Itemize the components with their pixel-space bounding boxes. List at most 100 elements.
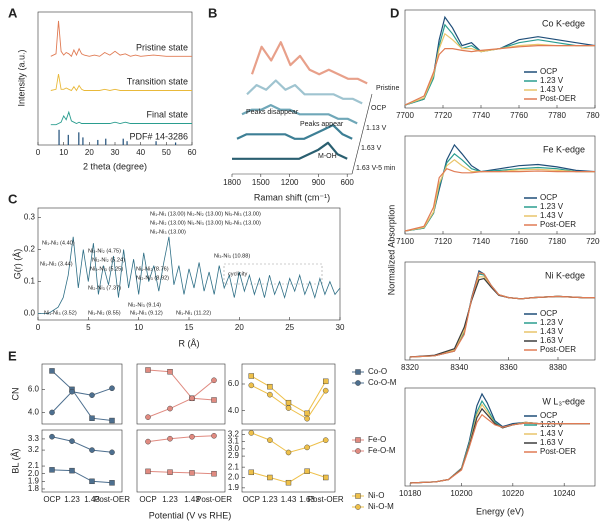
x-tick-label: 1200 xyxy=(281,178,299,187)
spectrum xyxy=(241,104,358,125)
point xyxy=(267,383,273,390)
point xyxy=(248,430,255,436)
series-line xyxy=(404,23,595,106)
annotation: M-OH xyxy=(318,153,337,160)
x-axis-label: Potential (V vs RHE) xyxy=(149,510,232,520)
point xyxy=(167,369,173,375)
x-tick-label: OCP xyxy=(43,495,60,504)
series-line xyxy=(147,379,215,418)
series-label: 1.63 V-5 min xyxy=(356,165,395,172)
annotation: Ni₂-Ni₂ (5.24) xyxy=(92,257,125,263)
series-line xyxy=(410,413,590,484)
point xyxy=(109,449,115,456)
point xyxy=(89,447,95,453)
series-label: Pristine state xyxy=(136,42,188,52)
x-tick-label: 8360 xyxy=(500,363,518,372)
annotation: Peaks appear xyxy=(300,121,344,128)
legend-label: 1.23 V xyxy=(540,202,564,211)
x-tick-label: 7720 xyxy=(434,111,452,120)
point xyxy=(285,399,292,406)
point xyxy=(248,382,255,389)
annotation: Ni₁-Ni₂ (13.00) Ni₁-Ni₃ (13.00) Ni₂-Ni₃ … xyxy=(150,220,261,226)
y-tick-label: 3.2 xyxy=(228,429,240,438)
plot-frame xyxy=(404,387,596,487)
legend-label: OCP xyxy=(540,193,557,202)
x-tick-label: 7800 xyxy=(586,111,600,120)
point xyxy=(322,387,329,394)
point xyxy=(355,493,361,499)
panel-label: C xyxy=(8,191,18,206)
point xyxy=(69,467,75,474)
series-line xyxy=(404,15,596,106)
point xyxy=(355,380,361,386)
point xyxy=(248,469,255,476)
x-tick-label: 900 xyxy=(312,178,326,187)
legend-label: OCP xyxy=(540,309,557,318)
x-tick-label: 600 xyxy=(341,178,355,187)
series-line xyxy=(251,432,326,454)
series-line xyxy=(50,110,192,126)
y-tick-label: 6.0 xyxy=(228,379,240,388)
point xyxy=(355,437,361,443)
point xyxy=(304,415,310,422)
series-line xyxy=(147,470,215,475)
x-tick-label: Post-OER xyxy=(94,495,130,504)
annotation: Ni₁-Ni₃ (3.52) xyxy=(44,310,77,316)
legend-label: 1.43 V xyxy=(540,85,564,94)
x-tick-label: OCP xyxy=(243,495,260,504)
series-line xyxy=(409,269,595,358)
point xyxy=(322,437,329,443)
annotation: Peaks disappear xyxy=(246,109,299,116)
x-tick-label: 1.23 xyxy=(64,495,80,504)
annotation: Ni₃-Ni₃ (10.88) xyxy=(214,253,250,259)
point xyxy=(145,438,151,445)
subplot-title: W L₃-edge xyxy=(542,396,585,406)
legend-label: Post-OER xyxy=(540,94,576,103)
plot-frame xyxy=(41,363,123,425)
legend-label: Ni-O xyxy=(368,491,384,500)
point xyxy=(167,405,173,412)
annotation: Ni₁-Ni₃ (9.12) xyxy=(130,310,163,316)
series-label: 1.63 V xyxy=(361,145,382,152)
point xyxy=(89,415,95,421)
point xyxy=(355,448,361,454)
point xyxy=(267,391,273,398)
series-line xyxy=(38,236,341,314)
point xyxy=(69,388,75,395)
x-tick-label: 10 xyxy=(59,148,68,157)
point xyxy=(285,405,292,411)
x-tick-label: 5 xyxy=(86,323,91,332)
legend-label: 1.43 V xyxy=(540,211,564,220)
point xyxy=(355,504,361,510)
point xyxy=(304,410,310,417)
point xyxy=(211,432,217,439)
legend-label: OCP xyxy=(540,67,557,76)
legend-label: 1.23 V xyxy=(540,420,564,429)
annotation: Ni₁-Ni₂ (4.40) xyxy=(42,240,75,246)
x-tick-label: 7120 xyxy=(434,237,452,246)
legend-label: Post-OER xyxy=(540,345,576,354)
x-tick-label: 20 xyxy=(85,148,94,157)
panel-label: E xyxy=(8,348,17,363)
y-tick-label: 2.0 xyxy=(28,469,40,478)
plot-frame xyxy=(136,429,226,493)
x-tick-label: Post-OER xyxy=(308,495,344,504)
series-line xyxy=(404,159,595,232)
x-tick-label: 1.23 xyxy=(262,495,278,504)
point xyxy=(267,474,273,481)
annotation: Ni₂-Ni₂ (4.75) xyxy=(88,248,121,254)
annotation: Ni₁-Ni₁ (13.00) Ni₂-Ni₂ (13.00) Ni₃-Ni₃ … xyxy=(150,211,261,217)
y-axis-label: BL (Å) xyxy=(10,448,20,473)
legend-label: Fe-O-M xyxy=(368,446,396,455)
y-tick-label: 2.1 xyxy=(28,461,40,470)
x-tick-label: 10200 xyxy=(450,489,473,498)
subplot-title: Ni K-edge xyxy=(545,270,585,280)
point xyxy=(167,435,173,442)
x-tick-label: 60 xyxy=(188,148,197,157)
x-tick-label: 1800 xyxy=(223,178,241,187)
annotation: Ni₂-Ni₃ (7.37) xyxy=(88,285,121,291)
x-tick-label: 7200 xyxy=(586,237,600,246)
annotation: Ni₂-Ni₃ (8.92) xyxy=(136,275,169,281)
legend-label: 1.23 V xyxy=(540,318,564,327)
legend-label: Post-OER xyxy=(540,447,576,456)
